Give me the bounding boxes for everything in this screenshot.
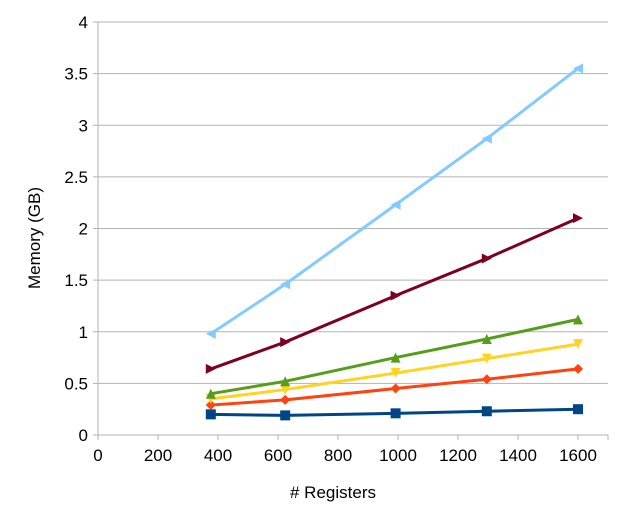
data-point-marker <box>205 400 216 411</box>
y-tick-label: 3 <box>79 116 88 135</box>
data-point-marker <box>280 410 291 421</box>
x-tick-label: 1000 <box>379 446 417 465</box>
gridlines <box>98 21 608 384</box>
data-point-marker <box>573 63 583 74</box>
x-tick-label: 800 <box>324 446 352 465</box>
data-point-marker <box>481 253 492 264</box>
data-point-marker <box>280 376 291 387</box>
y-tick-label: 2 <box>79 220 88 239</box>
x-tick-label: 1600 <box>559 446 597 465</box>
data-point-marker <box>573 363 583 374</box>
x-tick-label: 200 <box>144 446 172 465</box>
data-point-marker <box>280 279 291 290</box>
series-5 <box>205 213 583 374</box>
y-tick-label: 2.5 <box>64 168 88 187</box>
series-6 <box>205 63 583 339</box>
y-axis-title: Memory (GB) <box>25 187 44 289</box>
y-tick-label: 0.5 <box>64 374 88 393</box>
series <box>205 63 583 421</box>
y-tick-label: 0 <box>79 426 88 445</box>
data-point-marker <box>280 394 291 405</box>
data-point-marker <box>573 339 583 350</box>
y-tick-label: 1.5 <box>64 271 88 290</box>
x-tick-label: 600 <box>264 446 292 465</box>
data-point-marker <box>205 409 216 420</box>
data-point-marker <box>481 133 492 144</box>
data-point-marker <box>280 384 291 395</box>
data-point-marker <box>280 337 291 348</box>
axes: 0 0.5 1 1.5 2 2.5 3 3.5 4 0 200 400 600 800 1000 1200 14… <box>64 13 609 465</box>
data-point-marker <box>573 404 583 415</box>
data-point-marker <box>573 213 583 224</box>
series-2 <box>205 363 583 411</box>
x-tick-label: 1200 <box>439 446 477 465</box>
data-point-marker <box>481 406 492 417</box>
data-point-marker <box>390 290 401 301</box>
data-point-marker <box>481 353 492 364</box>
data-point-marker <box>390 352 401 363</box>
series-4 <box>205 314 583 399</box>
data-point-marker <box>390 408 401 419</box>
data-point-marker <box>390 383 401 394</box>
data-point-marker <box>205 328 216 339</box>
series-1 <box>205 404 583 421</box>
y-tick-label: 4 <box>79 13 88 32</box>
data-point-marker <box>390 368 401 379</box>
data-point-marker <box>390 199 401 210</box>
x-tick-label: 0 <box>93 446 102 465</box>
data-point-marker <box>481 374 492 385</box>
x-tick-label: 1400 <box>499 446 537 465</box>
y-tick-label: 3.5 <box>64 65 88 84</box>
data-point-marker <box>573 314 583 325</box>
data-point-marker <box>205 388 216 399</box>
data-point-marker <box>205 363 216 374</box>
data-point-marker <box>481 333 492 344</box>
y-tick-label: 1 <box>79 323 88 342</box>
x-axis-title: # Registers <box>290 483 376 502</box>
x-tick-label: 400 <box>204 446 232 465</box>
